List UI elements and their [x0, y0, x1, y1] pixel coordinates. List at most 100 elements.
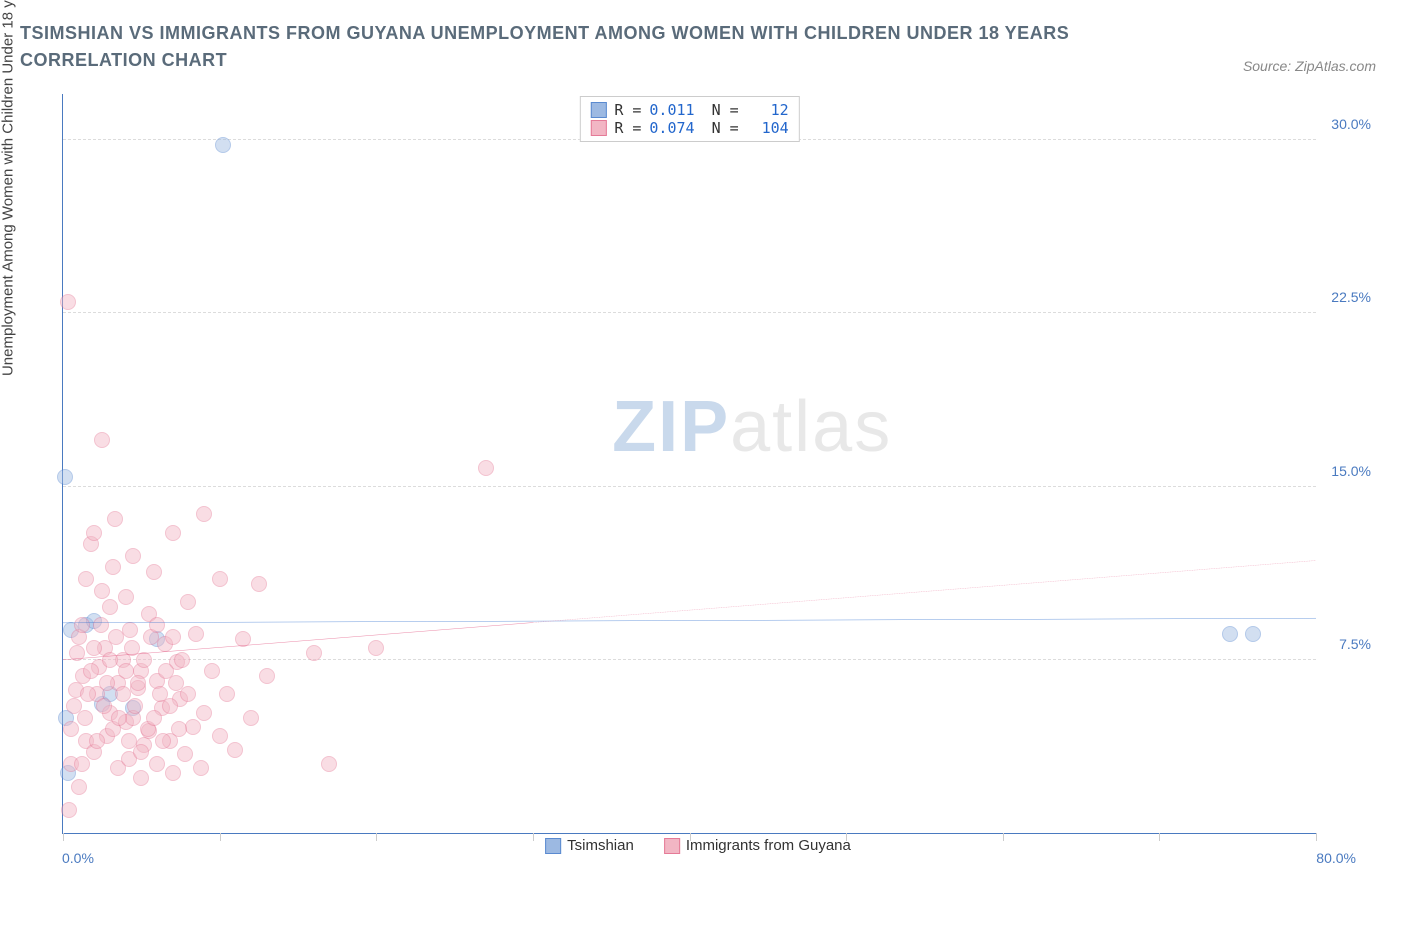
stats-legend: R = 0.011 N = 12 R = 0.074 N = 104: [579, 96, 799, 142]
stats-row-tsimshian: R = 0.011 N = 12: [590, 101, 788, 119]
data-point: [136, 652, 152, 668]
data-point: [180, 686, 196, 702]
data-point: [107, 511, 123, 527]
data-point: [83, 663, 99, 679]
x-tick: [1003, 833, 1004, 841]
data-point: [99, 675, 115, 691]
r-label: R =: [614, 119, 641, 137]
plot-region: ZIPatlas R = 0.011 N = 12 R = 0.074 N = …: [62, 94, 1316, 834]
data-point: [193, 760, 209, 776]
r-label: R =: [614, 101, 641, 119]
x-tick: [1316, 833, 1317, 841]
data-point: [125, 548, 141, 564]
data-point: [165, 525, 181, 541]
data-point: [111, 710, 127, 726]
n-label: N =: [703, 101, 739, 119]
data-point: [94, 432, 110, 448]
data-point: [243, 710, 259, 726]
data-point: [168, 675, 184, 691]
data-point: [368, 640, 384, 656]
watermark-atlas: atlas: [730, 387, 892, 467]
data-point: [63, 721, 79, 737]
trend-line-solid: [63, 618, 1316, 623]
y-tick-label: 30.0%: [1331, 116, 1371, 132]
data-point: [57, 469, 73, 485]
data-point: [71, 779, 87, 795]
data-point: [227, 742, 243, 758]
data-point: [177, 746, 193, 762]
data-point: [146, 710, 162, 726]
data-point: [321, 756, 337, 772]
data-point: [235, 631, 251, 647]
data-point: [1222, 626, 1238, 642]
data-point: [102, 599, 118, 615]
n-label: N =: [703, 119, 739, 137]
data-point: [1245, 626, 1261, 642]
x-min-label: 0.0%: [62, 850, 94, 866]
data-point: [215, 137, 231, 153]
x-tick: [63, 833, 64, 841]
data-point: [127, 698, 143, 714]
x-tick: [376, 833, 377, 841]
data-point: [74, 756, 90, 772]
data-point: [105, 559, 121, 575]
data-point: [149, 617, 165, 633]
data-point: [60, 294, 76, 310]
data-point: [149, 756, 165, 772]
data-point: [196, 506, 212, 522]
swatch-guyana: [590, 120, 606, 136]
data-point: [306, 645, 322, 661]
legend-label-tsimshian: Tsimshian: [567, 837, 634, 854]
data-point: [86, 640, 102, 656]
watermark-zip: ZIP: [612, 387, 730, 467]
data-point: [196, 705, 212, 721]
legend-item-tsimshian: Tsimshian: [545, 837, 634, 854]
data-point: [174, 652, 190, 668]
data-point: [212, 728, 228, 744]
gridline: [63, 486, 1316, 487]
data-point: [74, 617, 90, 633]
x-tick: [1159, 833, 1160, 841]
data-point: [118, 589, 134, 605]
r-value-tsimshian: 0.011: [649, 101, 694, 119]
swatch-tsimshian: [545, 838, 561, 854]
data-point: [155, 733, 171, 749]
data-point: [77, 710, 93, 726]
data-point: [165, 765, 181, 781]
chart-title: TSIMSHIAN VS IMMIGRANTS FROM GUYANA UNEM…: [20, 20, 1120, 74]
legend-item-guyana: Immigrants from Guyana: [664, 837, 851, 854]
data-point: [96, 698, 112, 714]
data-point: [94, 583, 110, 599]
y-axis-title: Unemployment Among Women with Children U…: [0, 0, 17, 376]
data-point: [219, 686, 235, 702]
gridline: [63, 312, 1316, 313]
n-value-tsimshian: 12: [747, 101, 789, 119]
data-point: [122, 622, 138, 638]
y-tick-label: 7.5%: [1339, 636, 1371, 652]
r-value-guyana: 0.074: [649, 119, 694, 137]
x-tick: [220, 833, 221, 841]
data-point: [171, 721, 187, 737]
chart-source: Source: ZipAtlas.com: [1243, 58, 1376, 74]
data-point: [130, 675, 146, 691]
chart-header: TSIMSHIAN VS IMMIGRANTS FROM GUYANA UNEM…: [0, 0, 1406, 84]
y-tick-label: 15.0%: [1331, 463, 1371, 479]
data-point: [180, 594, 196, 610]
data-point: [133, 770, 149, 786]
data-point: [93, 617, 109, 633]
data-point: [86, 525, 102, 541]
y-tick-label: 22.5%: [1331, 289, 1371, 305]
data-point: [212, 571, 228, 587]
x-tick: [533, 833, 534, 841]
data-point: [251, 576, 267, 592]
data-point: [188, 626, 204, 642]
data-point: [89, 733, 105, 749]
data-point: [146, 564, 162, 580]
series-legend: Tsimshian Immigrants from Guyana: [545, 837, 851, 854]
legend-label-guyana: Immigrants from Guyana: [686, 837, 851, 854]
data-point: [69, 645, 85, 661]
data-point: [185, 719, 201, 735]
data-point: [108, 629, 124, 645]
chart-area: Unemployment Among Women with Children U…: [20, 94, 1376, 884]
swatch-tsimshian: [590, 102, 606, 118]
